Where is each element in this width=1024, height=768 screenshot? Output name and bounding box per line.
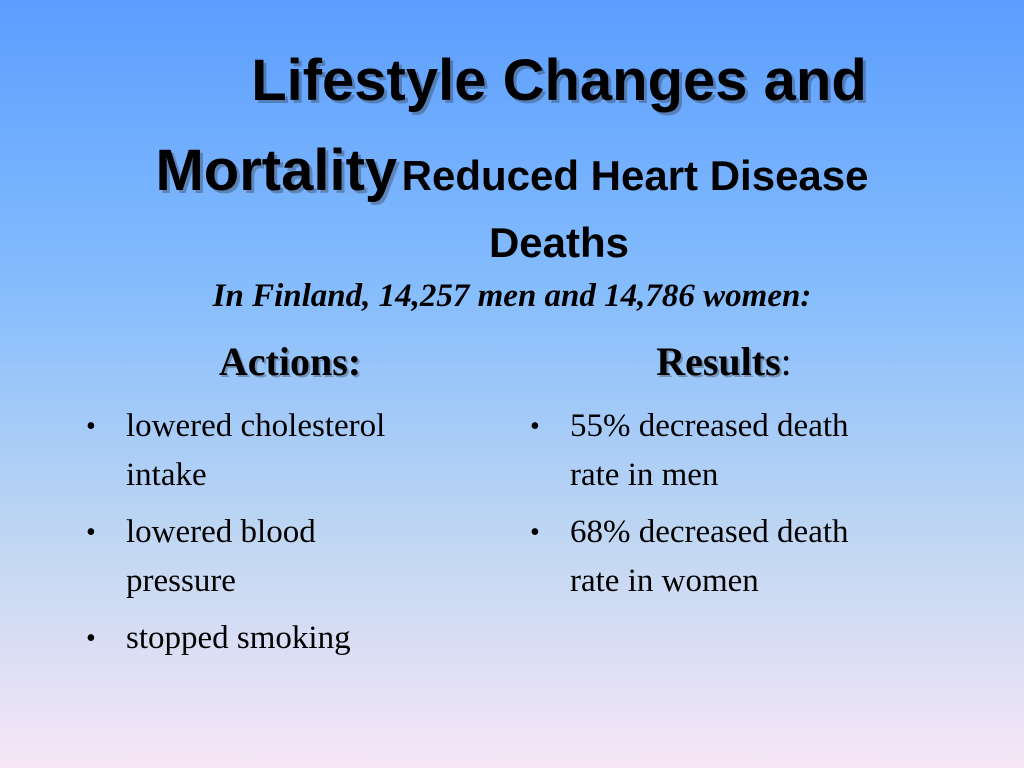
list-item-text-line1: stopped smoking xyxy=(126,620,351,656)
title-sub-part1: Reduced Heart Disease xyxy=(401,152,869,199)
actions-column: Actions: • lowered cholesterol intake • … xyxy=(80,336,500,671)
bullet-icon: • xyxy=(86,411,96,442)
results-heading: Results: xyxy=(524,336,924,388)
title-sub-part2: Deaths xyxy=(488,219,630,266)
list-item: • lowered cholesterol intake xyxy=(80,402,500,500)
results-heading-colon: : xyxy=(780,339,792,384)
list-item: • 68% decreased death rate in women xyxy=(524,508,944,606)
list-item-text-line1: lowered cholesterol xyxy=(126,408,386,444)
list-item: • lowered blood pressure xyxy=(80,508,500,606)
title-line-2: Mortality Reduced Heart Disease xyxy=(0,142,1024,200)
slide-subtitle: In Finland, 14,257 men and 14,786 women: xyxy=(212,278,812,314)
bullet-icon: • xyxy=(530,517,540,548)
list-item-text-line2: rate in women xyxy=(570,563,759,599)
actions-heading-text: Actions: xyxy=(218,339,362,384)
list-item-text-line1: 68% decreased death xyxy=(570,514,849,550)
list-item-text-line1: 55% decreased death xyxy=(570,408,849,444)
title-main-part1: Lifestyle Changes and xyxy=(251,48,867,113)
list-item-text-line2: rate in men xyxy=(570,457,719,493)
title-line-1: Lifestyle Changes and xyxy=(0,52,1024,110)
title-main-part2: Mortality xyxy=(155,138,398,203)
results-list: • 55% decreased death rate in men • 68% … xyxy=(524,402,944,606)
results-heading-text: Results xyxy=(656,339,781,384)
list-item-text-line2: pressure xyxy=(126,563,236,599)
results-column: Results: • 55% decreased death rate in m… xyxy=(524,336,944,614)
list-item-text-line1: lowered blood xyxy=(126,514,316,550)
list-item: • stopped smoking xyxy=(80,614,500,663)
title-line-3: Deaths xyxy=(0,222,1024,264)
list-item-text-line2: intake xyxy=(126,457,207,493)
bullet-icon: • xyxy=(86,517,96,548)
bullet-icon: • xyxy=(530,411,540,442)
actions-heading: Actions: xyxy=(80,336,500,388)
actions-list: • lowered cholesterol intake • lowered b… xyxy=(80,402,500,663)
list-item: • 55% decreased death rate in men xyxy=(524,402,944,500)
bullet-icon: • xyxy=(86,623,96,654)
